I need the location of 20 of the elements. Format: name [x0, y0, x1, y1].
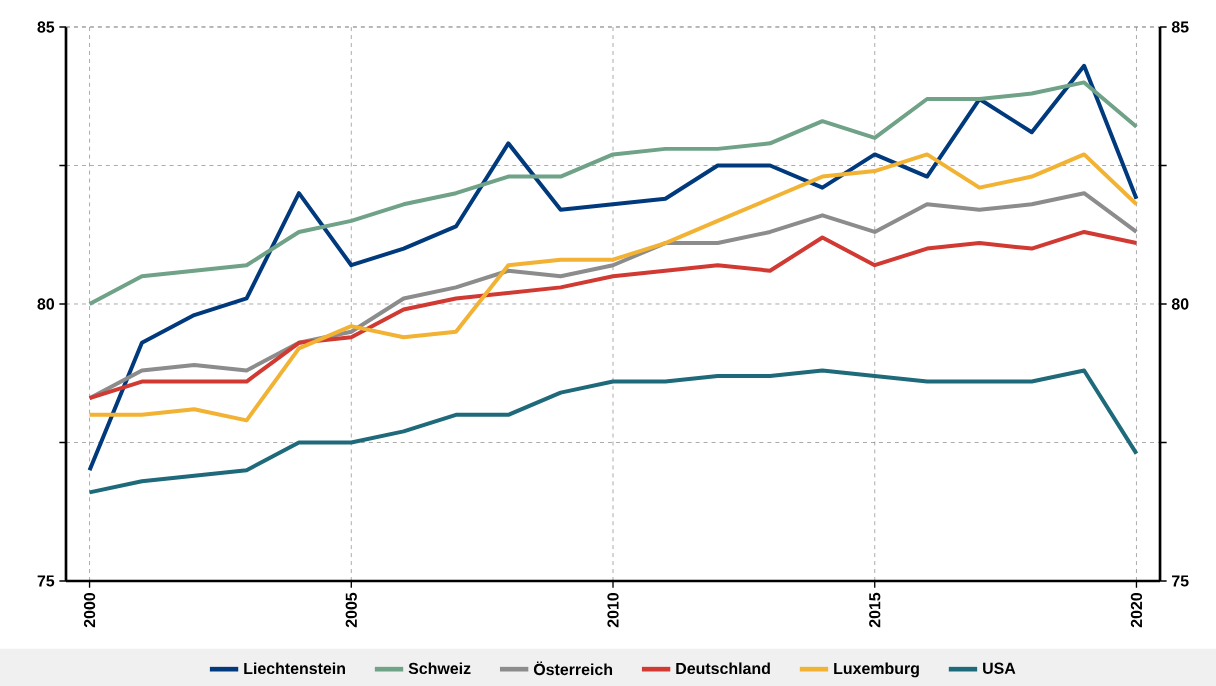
- x-tick-label: 2015: [869, 592, 881, 628]
- y2-tick-label: 85: [1171, 21, 1189, 33]
- legend-label: USA: [983, 662, 1016, 674]
- line-series: [87, 80, 1139, 306]
- legend-label: Luxemburg: [834, 662, 919, 678]
- legend-label: Liechtenstein: [244, 662, 345, 675]
- legend-label: Schweiz: [408, 662, 471, 675]
- y2-tick-label: 75: [1172, 575, 1189, 587]
- x-tick-label: 2010: [607, 593, 619, 628]
- line-series: [87, 152, 1139, 423]
- x-tick-label: 2005: [345, 592, 357, 628]
- legend-label: Österreich: [533, 661, 613, 676]
- line-series: [87, 63, 1139, 473]
- legend-label: Deutschland: [676, 662, 770, 675]
- y-tick-label: 80: [37, 298, 55, 310]
- x-tick-label: 2000: [83, 593, 96, 628]
- y-tick-label: 85: [37, 21, 55, 33]
- x-tick-label: 2020: [1130, 593, 1143, 628]
- y-tick-label: 75: [37, 575, 55, 587]
- y2-tick-label: 80: [1171, 298, 1189, 310]
